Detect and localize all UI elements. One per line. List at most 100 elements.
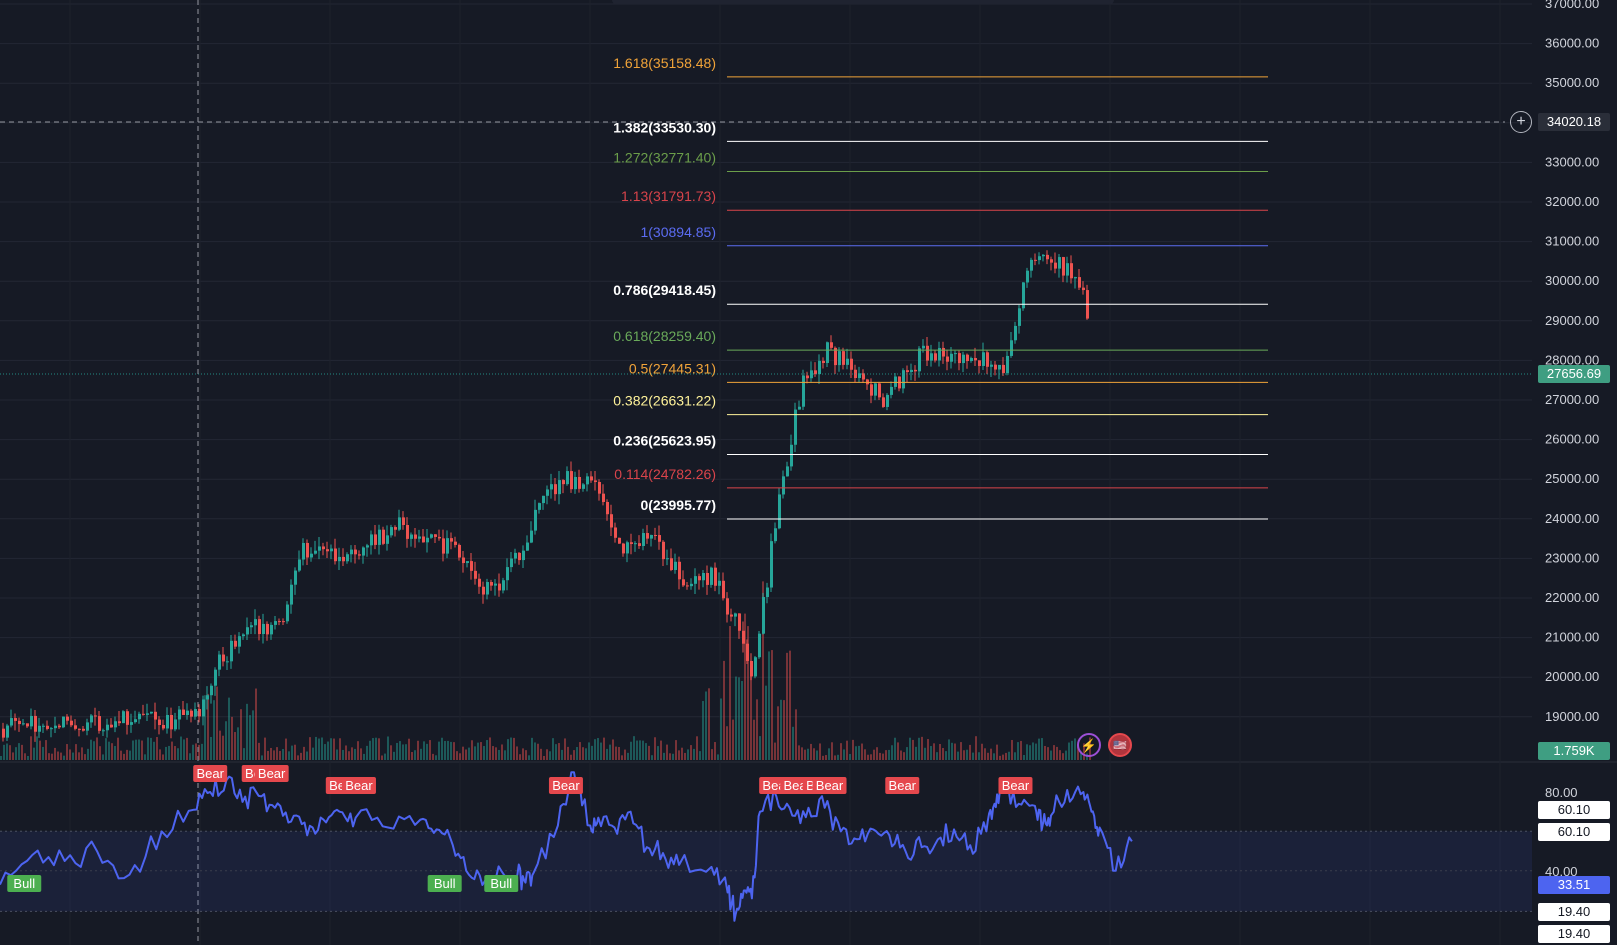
volume-bar xyxy=(249,715,251,760)
candle-body xyxy=(594,480,597,482)
volume-bar xyxy=(483,746,485,760)
volume-bar xyxy=(849,754,851,760)
candle-body xyxy=(962,354,965,364)
candle-body xyxy=(634,543,637,545)
candle-body xyxy=(770,541,773,588)
volume-bar xyxy=(783,700,785,760)
candle-body xyxy=(82,728,85,731)
volume-bar xyxy=(456,751,458,760)
candle-body xyxy=(498,583,501,591)
candle-body xyxy=(986,352,989,367)
rsi-line xyxy=(0,771,1133,922)
volume-bar xyxy=(495,747,497,760)
volume-bar xyxy=(669,753,671,760)
volume-bar xyxy=(18,743,20,760)
volume-bar xyxy=(105,738,107,760)
candle-body xyxy=(470,561,473,571)
candle-body xyxy=(226,661,229,663)
candle-body xyxy=(350,549,353,555)
candle-body xyxy=(258,619,261,635)
volume-bar xyxy=(450,741,452,760)
candle-body xyxy=(870,384,873,396)
volume-bar xyxy=(1002,754,1004,760)
candle-body xyxy=(1034,259,1037,261)
candle-body xyxy=(1018,308,1021,326)
volume-bar xyxy=(870,754,872,760)
candle-body xyxy=(474,570,477,579)
volume-bar xyxy=(444,740,446,760)
candle-body xyxy=(914,369,917,372)
volume-bar xyxy=(81,747,83,760)
volume-bar xyxy=(762,581,764,760)
candle-body xyxy=(422,536,425,543)
volume-bar xyxy=(486,740,488,760)
volume-bar xyxy=(453,742,455,760)
candle-body xyxy=(542,495,545,504)
volume-bar xyxy=(987,752,989,760)
volume-bar xyxy=(498,749,500,760)
volume-bar xyxy=(858,745,860,760)
volume-bar xyxy=(27,755,29,760)
volume-bar xyxy=(462,746,464,760)
volume-bar xyxy=(570,754,572,760)
volume-bar xyxy=(144,754,146,760)
candle-body xyxy=(282,621,285,623)
candle-body xyxy=(106,724,109,731)
volume-bar xyxy=(291,745,293,760)
volume-bar xyxy=(741,681,743,760)
volume-bar xyxy=(507,739,509,760)
volume-bar xyxy=(243,748,245,760)
volume-bar xyxy=(609,744,611,760)
volume-bar xyxy=(297,755,299,760)
volume-bar xyxy=(1005,752,1007,760)
candle-body xyxy=(722,580,725,599)
volume-bar xyxy=(1068,742,1070,760)
volume-bar xyxy=(852,739,854,760)
candle-body xyxy=(742,630,745,644)
volume-bar xyxy=(177,748,179,760)
candle-body xyxy=(550,484,553,490)
volume-bar xyxy=(903,752,905,760)
candle-body xyxy=(446,538,449,554)
volume-bar xyxy=(963,750,965,760)
volume-bar xyxy=(519,754,521,760)
candle-body xyxy=(970,358,973,362)
add-alert-icon[interactable]: + xyxy=(1510,111,1532,133)
candle-body xyxy=(14,718,17,721)
volume-bar xyxy=(405,744,407,760)
price-tick-label: 20000.00 xyxy=(1545,669,1599,684)
candle-body xyxy=(190,710,193,717)
floating-toolbar[interactable] xyxy=(612,0,1114,4)
rsi-level-label: 19.40 xyxy=(1538,903,1610,921)
candle-body xyxy=(126,711,129,725)
candle-body xyxy=(1082,287,1085,291)
volume-bar xyxy=(174,746,176,760)
candle-body xyxy=(1010,340,1013,356)
candle-body xyxy=(790,444,793,467)
volume-bar xyxy=(636,740,638,760)
volume-bar xyxy=(951,742,953,760)
candle-body xyxy=(242,634,245,637)
volume-bar xyxy=(408,738,410,760)
candle-body xyxy=(330,548,333,552)
volume-bar xyxy=(663,752,665,760)
candle-body xyxy=(830,342,833,348)
us-flag-icon[interactable]: 🇺🇸 xyxy=(1108,733,1132,757)
candle-body xyxy=(814,370,817,375)
volume-bar xyxy=(258,742,260,760)
volume-bar xyxy=(21,744,23,760)
candle-body xyxy=(426,537,429,543)
volume-bar xyxy=(255,688,257,760)
candle-body xyxy=(946,356,949,362)
candle-body xyxy=(234,640,237,647)
lightning-icon[interactable]: ⚡ xyxy=(1077,733,1101,757)
candle-body xyxy=(406,524,409,539)
volume-bar xyxy=(786,652,788,760)
candle-body xyxy=(654,535,657,537)
volume-bar xyxy=(138,739,140,760)
candle-body xyxy=(342,556,345,562)
volume-bar xyxy=(288,751,290,760)
volume-bar xyxy=(732,719,734,760)
volume-bar xyxy=(327,741,329,760)
